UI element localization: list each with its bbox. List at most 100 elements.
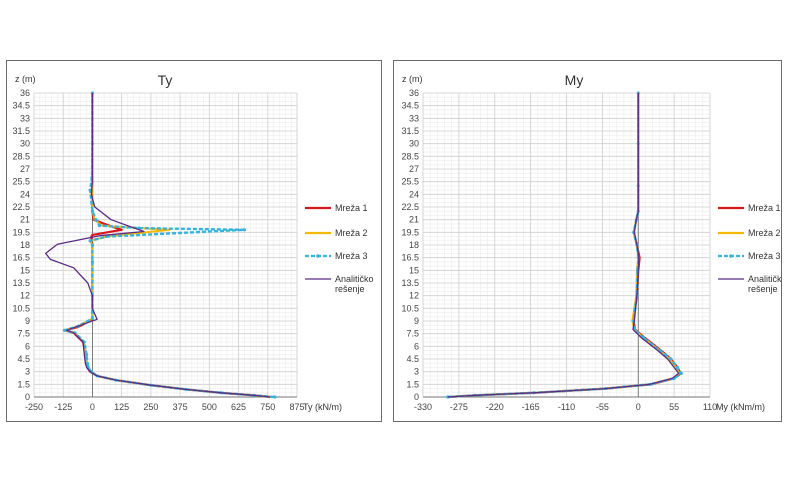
legend-label-line: Analitičko	[335, 274, 374, 284]
x-tick-label: 750	[260, 402, 275, 412]
y-tick-label: 10.5	[401, 303, 419, 313]
x-tick-label: 375	[173, 402, 188, 412]
grid	[33, 92, 298, 398]
y-tick-label: 7.5	[17, 329, 30, 339]
y-tick-label: 36	[20, 88, 30, 98]
x-tick-label: 625	[231, 402, 246, 412]
y-axis-label: z (m)	[15, 74, 36, 84]
y-tick-label: 34.5	[401, 101, 419, 111]
y-tick-label: 34.5	[12, 101, 30, 111]
y-tick-label: 24	[20, 189, 30, 199]
legend-label-2: Mreža 3	[335, 251, 368, 261]
y-tick-label: 10.5	[12, 303, 30, 313]
series-point	[242, 228, 246, 232]
series-point	[88, 239, 92, 243]
legend-swatch-marker	[316, 254, 320, 258]
y-tick-label: 15	[20, 265, 30, 275]
y-tick-label: 6	[414, 341, 419, 351]
y-tick-label: 36	[409, 88, 419, 98]
y-tick-label: 21	[409, 215, 419, 225]
y-tick-label: 30	[20, 139, 30, 149]
x-tick-label: -250	[25, 402, 43, 412]
series-point	[273, 395, 277, 399]
y-tick-label: 16.5	[401, 253, 419, 263]
y-tick-label: 22.5	[401, 202, 419, 212]
y-tick-label: 4.5	[17, 354, 30, 364]
x-tick-label: 250	[143, 402, 158, 412]
legend-label-2: Mreža 3	[748, 251, 781, 261]
legend-label-0: Mreža 1	[335, 203, 368, 213]
series-point	[446, 395, 450, 399]
y-tick-label: 21	[20, 215, 30, 225]
y-tick-label: 4.5	[406, 354, 419, 364]
y-tick-label: 19.5	[401, 227, 419, 237]
x-axis-label: Ty (kN/m)	[303, 402, 342, 412]
series-point	[85, 353, 89, 357]
y-tick-label: 33	[20, 113, 30, 123]
y-tick-label: 7.5	[406, 329, 419, 339]
series-point	[97, 223, 102, 228]
y-tick-label: 19.5	[12, 227, 30, 237]
y-tick-label: 13.5	[12, 278, 30, 288]
legend-label-line: Analitičko	[748, 274, 781, 284]
chart-title: My	[565, 72, 584, 88]
series-point	[675, 365, 679, 370]
series-point	[62, 328, 66, 332]
series-line-3	[447, 93, 680, 398]
y-tick-label: 0	[414, 392, 419, 402]
y-tick-label: 25.5	[401, 177, 419, 187]
x-tick-label: 500	[202, 402, 217, 412]
y-tick-label: 25.5	[12, 177, 30, 187]
ty-chart-panel: 0 1.5 3 4.5 6 7.5 9 10.5 12 13.5 15 16.5 18 19.5 21 22.…	[6, 60, 382, 422]
x-tick-label: 125	[114, 402, 129, 412]
legend-label-line: rešenje	[748, 284, 778, 294]
my-chart-panel: 0 1.5 3 4.5 6 7.5 9 10.5 12 13.5 15 16.5 18 19.5 21 22.…	[393, 60, 782, 422]
grid	[422, 92, 711, 398]
x-tick-label: 110	[703, 402, 717, 412]
series-point	[90, 243, 95, 247]
y-tick-label: 9	[414, 316, 419, 326]
y-tick-label: 31.5	[401, 126, 419, 136]
series-point	[669, 357, 673, 361]
y-tick-label: 33	[409, 113, 419, 123]
series-point	[90, 316, 95, 321]
y-tick-label: 13.5	[401, 278, 419, 288]
series-line-3	[45, 93, 271, 398]
y-tick-label: 12	[409, 291, 419, 301]
legend-swatch-marker	[729, 254, 733, 258]
x-tick-label: 875	[289, 402, 304, 412]
series-point	[85, 361, 89, 365]
x-tick-label: -330	[414, 402, 432, 412]
x-tick-label: -275	[450, 402, 468, 412]
y-tick-label: 3	[25, 367, 30, 377]
x-tick-label: 0	[90, 402, 95, 412]
y-tick-label: 1.5	[406, 379, 419, 389]
chart-title: Ty	[158, 72, 173, 88]
y-axis-label: z (m)	[402, 74, 423, 84]
y-tick-label: 31.5	[12, 126, 30, 136]
series-point	[90, 260, 95, 264]
x-tick-label: 55	[669, 402, 679, 412]
y-tick-label: 28.5	[401, 151, 419, 161]
series-point	[88, 188, 92, 192]
y-tick-label: 1.5	[17, 379, 30, 389]
y-tick-label: 12	[20, 291, 30, 301]
series-point	[90, 209, 95, 213]
legend-label-1: Mreža 2	[335, 228, 368, 238]
y-tick-label: 27	[409, 164, 419, 174]
y-tick-label: 16.5	[12, 253, 30, 263]
y-tick-label: 15	[409, 265, 419, 275]
x-tick-label: -165	[522, 402, 540, 412]
y-tick-label: 27	[20, 164, 30, 174]
y-tick-label: 3	[414, 367, 419, 377]
legend-label-0: Mreža 1	[748, 203, 781, 213]
x-tick-label: -125	[54, 402, 72, 412]
legend-label-1: Mreža 2	[748, 228, 781, 238]
series-point	[679, 371, 683, 375]
y-tick-label: 6	[25, 341, 30, 351]
y-tick-label: 9	[25, 316, 30, 326]
